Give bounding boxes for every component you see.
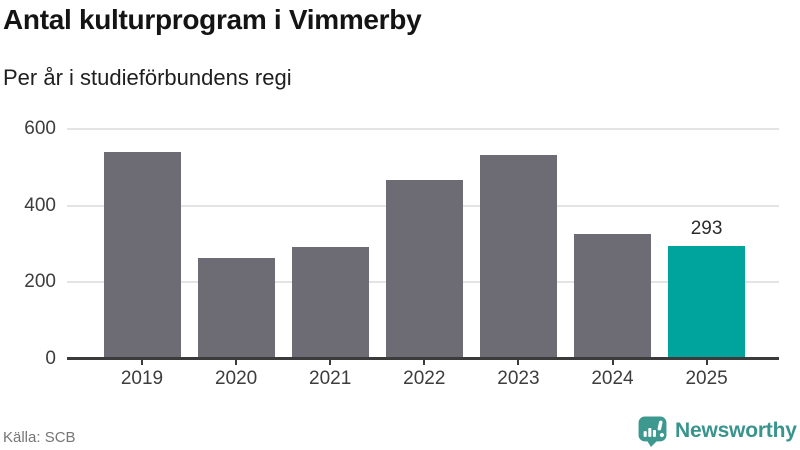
chart-title: Antal kulturprogram i Vimmerby — [3, 4, 422, 35]
bar-2024 — [574, 233, 651, 359]
bar-2019 — [103, 151, 181, 359]
y-axis-tick-label: 400 — [24, 194, 56, 216]
chart-subtitle: Per år i studieförbundens regi — [3, 65, 292, 90]
newsworthy-logo[interactable]: Newsworthy — [638, 414, 798, 448]
x-axis-tick-label: 2024 — [591, 368, 634, 389]
x-axis-tick-label: 2023 — [497, 368, 540, 389]
y-axis-tick-label: 0 — [45, 347, 56, 369]
x-axis-tick-label: 2022 — [403, 368, 446, 389]
bar-2021 — [291, 246, 369, 359]
x-axis-tickmark — [235, 359, 238, 365]
x-axis-tickmark — [611, 359, 614, 365]
x-axis-tickmark — [329, 359, 332, 365]
bar-2022 — [385, 179, 463, 359]
newsworthy-wordmark: Newsworthy — [675, 419, 797, 442]
x-axis-tick-label: 2021 — [309, 368, 352, 389]
x-axis-tick-label: 2019 — [120, 368, 164, 389]
x-axis-tickmark — [141, 359, 143, 365]
x-axis-tick-label: 2020 — [214, 368, 258, 389]
bar-value-label-2025: 293 — [690, 218, 723, 240]
y-axis-tick-label: 200 — [24, 271, 56, 292]
newsworthy-speech-bubble-chart-icon — [638, 416, 667, 447]
bar-2023 — [479, 155, 557, 359]
bar-2025 — [668, 246, 746, 359]
x-axis-tickmark — [423, 359, 426, 365]
bar-2020 — [197, 257, 275, 359]
x-axis-line — [67, 357, 779, 360]
x-axis-tickmark — [517, 359, 520, 365]
x-axis-tickmark — [705, 359, 708, 365]
source-note: Källa: SCB — [3, 429, 76, 446]
y-axis-tick-label: 600 — [24, 118, 56, 139]
gridline-600 — [67, 128, 779, 130]
x-axis-tick-label: 2025 — [685, 368, 728, 389]
